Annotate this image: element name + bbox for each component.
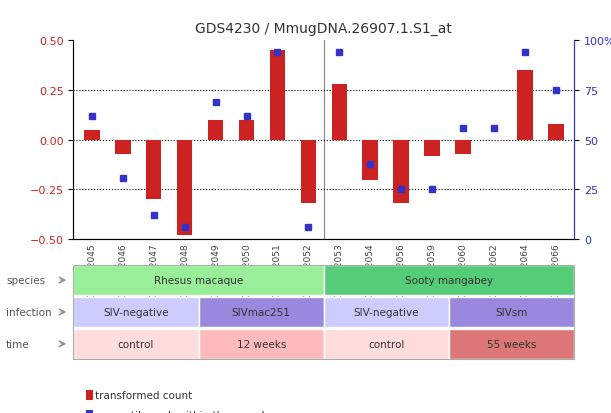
Text: SIV-negative: SIV-negative [354, 307, 419, 317]
Bar [239, 121, 254, 140]
Text: Sooty mangabey: Sooty mangabey [405, 275, 493, 285]
Text: SIV-negative: SIV-negative [103, 307, 169, 317]
Bar [425, 140, 440, 156]
Text: 55 weeks: 55 weeks [487, 339, 536, 349]
Bar [301, 140, 316, 204]
Text: time: time [6, 339, 30, 349]
Text: species: species [6, 275, 45, 285]
Text: control: control [118, 339, 154, 349]
Bar [177, 140, 192, 235]
Text: percentile rank within the sample: percentile rank within the sample [95, 410, 271, 413]
Text: infection: infection [6, 307, 52, 317]
Text: transformed count: transformed count [95, 390, 192, 400]
Text: Rhesus macaque: Rhesus macaque [154, 275, 243, 285]
Bar [393, 140, 409, 204]
Text: SIVsm: SIVsm [496, 307, 528, 317]
Title: GDS4230 / MmugDNA.26907.1.S1_at: GDS4230 / MmugDNA.26907.1.S1_at [196, 22, 452, 36]
Bar [362, 140, 378, 180]
Bar [548, 125, 563, 140]
Bar [517, 71, 533, 140]
Text: SIVmac251: SIVmac251 [232, 307, 291, 317]
Bar [455, 140, 470, 154]
Bar [146, 140, 161, 200]
Bar [208, 121, 223, 140]
Bar [115, 140, 131, 154]
Bar [332, 85, 347, 140]
Text: control: control [368, 339, 404, 349]
Bar [269, 51, 285, 140]
Bar [84, 131, 100, 140]
Text: 12 weeks: 12 weeks [236, 339, 286, 349]
